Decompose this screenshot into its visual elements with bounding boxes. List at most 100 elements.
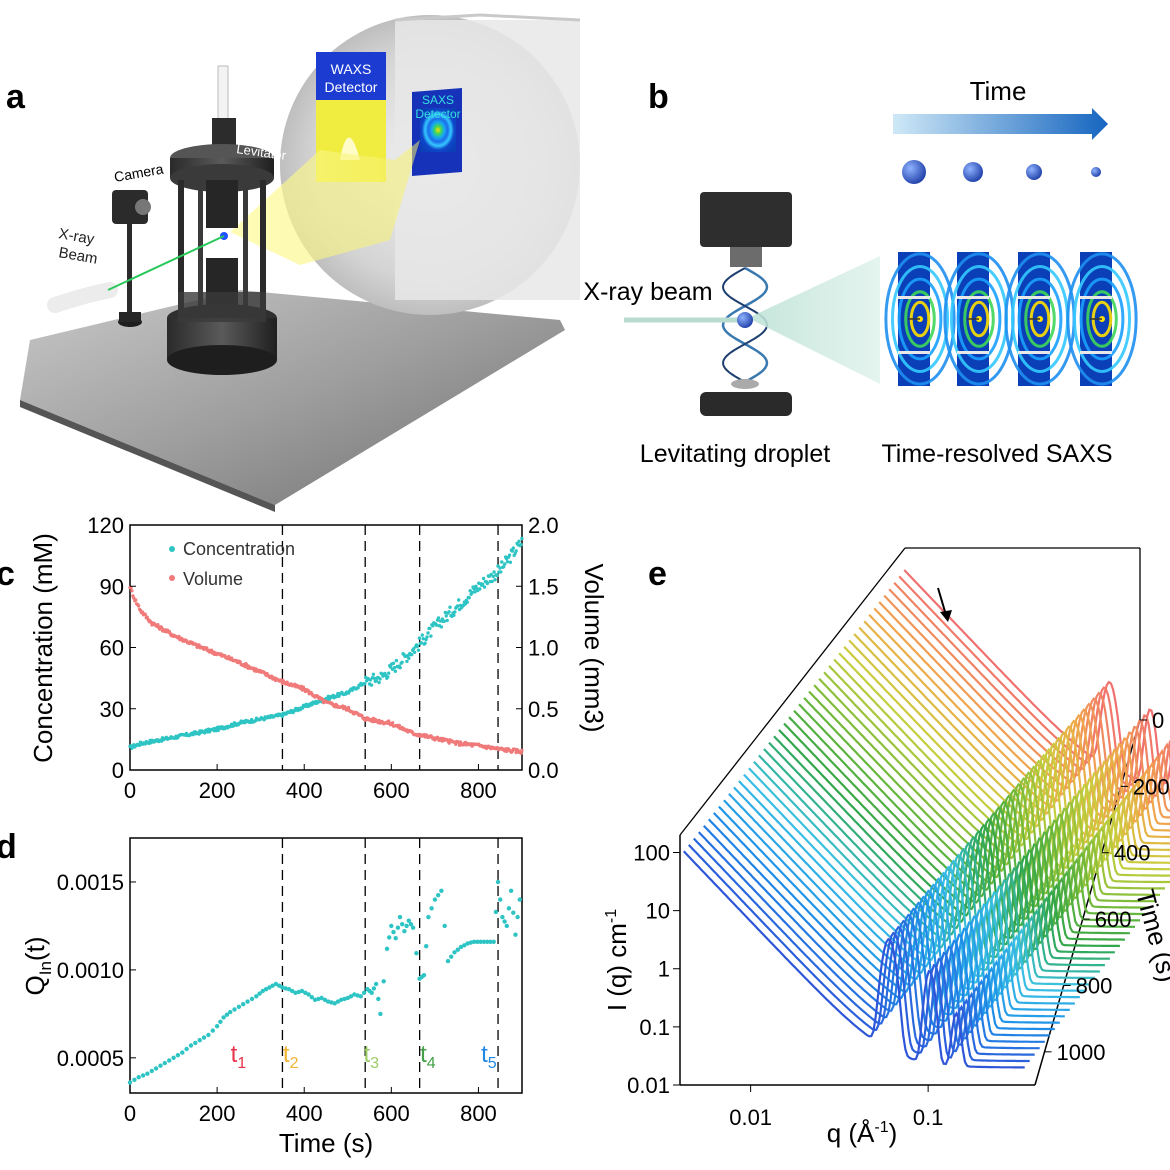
y-tick-e: 100 [633, 840, 670, 865]
point-c-concentration [300, 706, 305, 710]
saxs-pattern-sequence [884, 252, 1138, 386]
point-c-concentration [423, 641, 427, 645]
point-d [515, 914, 520, 920]
point-d [224, 1012, 230, 1017]
z-tick-e: 800 [1076, 973, 1113, 998]
point-c-concentration [424, 637, 428, 642]
point-d [468, 940, 473, 945]
point-c-concentration [374, 679, 378, 683]
y-tick-e: 1 [658, 957, 670, 982]
point-d [511, 910, 516, 915]
saxs-tile-3 [1004, 252, 1076, 386]
point-c-concentration [400, 660, 404, 664]
legend-marker-concentration [169, 546, 175, 552]
point-d [500, 914, 505, 920]
x-tick-c: 0 [124, 778, 136, 803]
point-d [273, 981, 279, 987]
xray-beam-line [107, 235, 225, 291]
point-c-concentration [480, 582, 485, 586]
point-c-concentration [452, 613, 456, 617]
point-d [506, 906, 512, 911]
point-d [495, 879, 501, 885]
point-d [502, 919, 507, 924]
scatter-cone-b [748, 256, 880, 384]
point-d [449, 954, 454, 959]
point-d [290, 988, 295, 994]
x-label-e-main: q (Å [827, 1118, 875, 1148]
point-d [361, 990, 367, 995]
y2-axis-label-c: Volume (mm3) [579, 563, 609, 732]
y-tick-e: 0.01 [627, 1073, 670, 1098]
point-c-concentration [393, 669, 398, 673]
point-c-concentration [453, 610, 457, 614]
saxs-curve [702, 824, 1045, 1043]
y-axis-label-c: Concentration (mM) [28, 533, 58, 763]
xray-nozzle [47, 282, 118, 313]
point-c-concentration [470, 590, 474, 595]
point-c-concentration [386, 675, 390, 679]
point-c-concentration [444, 614, 448, 618]
data-points-d [127, 879, 522, 1085]
point-d [402, 929, 407, 934]
point-c-concentration [507, 553, 512, 557]
point-c-concentration [363, 682, 367, 686]
point-c-concentration [429, 634, 433, 638]
floor-edge [20, 400, 275, 512]
point-d [408, 922, 414, 927]
point-d [432, 897, 438, 902]
point-d [277, 983, 282, 988]
point-d [471, 939, 477, 944]
point-d [260, 988, 265, 994]
point-d [339, 997, 344, 1002]
panel-e: e 0.01 0.10.010.111010002004006008001000 … [602, 547, 1170, 1148]
point-d [381, 979, 386, 984]
point-c-concentration [500, 560, 504, 564]
y-tick-e: 10 [646, 899, 670, 924]
saxs-label-2: Detector [415, 107, 460, 121]
y2-tick-c: 1.5 [528, 574, 559, 599]
point-d [358, 994, 363, 999]
point-c-concentration [421, 637, 425, 641]
point-d [442, 923, 447, 929]
point-c-volume [519, 751, 523, 755]
x-tick-e: 0.1 [913, 1105, 944, 1130]
point-c-concentration [377, 680, 381, 685]
panel-label-b: b [648, 78, 669, 116]
point-d [245, 999, 250, 1004]
z-tick-e: 200 [1133, 774, 1170, 799]
point-c-volume [390, 721, 395, 725]
x-tick-e: 0.01 [729, 1105, 772, 1130]
point-d [481, 939, 487, 944]
droplet-t1 [902, 160, 926, 184]
point-d [429, 906, 434, 911]
y-tick-c: 60 [100, 636, 124, 661]
point-c-concentration [503, 562, 507, 566]
point-c-concentration [371, 672, 376, 676]
data-points-c [128, 536, 524, 755]
waxs-label-2: Detector [325, 79, 378, 95]
y-tick-c: 30 [100, 697, 124, 722]
point-d [485, 939, 490, 944]
point-d [498, 897, 503, 902]
point-d [303, 990, 308, 995]
point-d [342, 996, 347, 1002]
point-c-concentration [508, 560, 513, 564]
waxs-label-1: WAXS [331, 61, 372, 77]
levitator-bottom [700, 392, 792, 416]
point-c-concentration [478, 587, 482, 591]
point-d [455, 947, 460, 952]
stage-divider-lines-c [281, 525, 499, 770]
point-c-concentration [425, 635, 429, 639]
scattered-beam-cone [230, 140, 420, 265]
point-d [283, 986, 288, 991]
axis-ticks-c: 0 200 400 600 800 0 30 60 90 120 0.0 0.5 1.0 1.5 2.0 [87, 513, 558, 803]
point-c-concentration [410, 652, 414, 657]
point-d [426, 914, 431, 920]
point-d [201, 1035, 207, 1040]
point-d [410, 925, 416, 930]
y-tick-c: 120 [87, 513, 124, 538]
point-d [424, 944, 429, 949]
point-c-concentration [492, 570, 496, 574]
point-d [286, 987, 292, 992]
arrow-marker [937, 587, 947, 616]
